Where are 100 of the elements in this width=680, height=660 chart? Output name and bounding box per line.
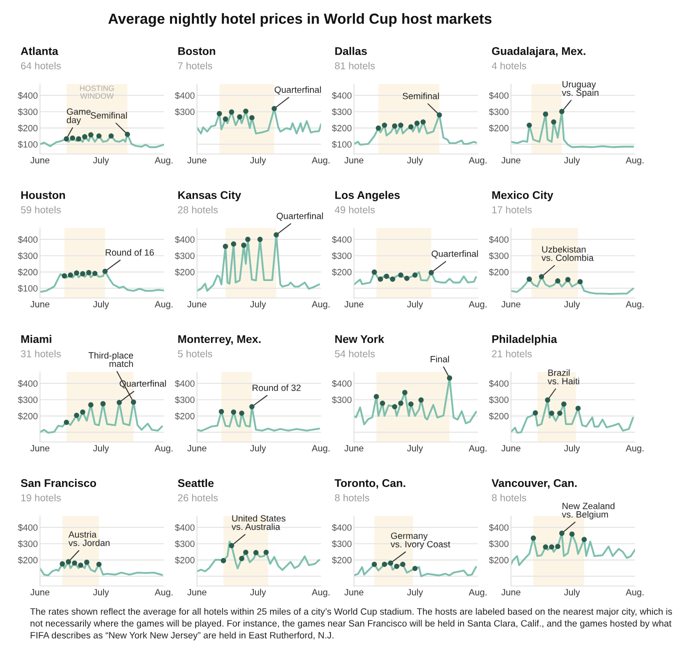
point (237, 114, 242, 120)
chart-title: Seattle (178, 478, 214, 488)
y-tick-label: $300 (174, 540, 195, 548)
y-tick-label: $400 (332, 380, 352, 388)
point (382, 122, 388, 128)
point (218, 408, 224, 414)
y-tick-label: $300 (18, 540, 38, 548)
line-series (511, 276, 634, 295)
chart-title: New York (335, 334, 384, 344)
point (404, 276, 410, 281)
chart-title: Guadalajara, Mex. (492, 46, 586, 58)
annotation: Brazil vs. Haiti (548, 369, 580, 384)
x-tick-label: June (501, 157, 520, 164)
point (408, 401, 414, 407)
point (532, 410, 538, 416)
y-tick-label: $400 (488, 524, 509, 532)
y-tick-label: $300 (332, 108, 352, 116)
point (376, 126, 381, 131)
y-tick-label: $200 (488, 124, 509, 132)
y-tick-label: $200 (488, 268, 509, 276)
point (555, 544, 560, 550)
chart-subtitle: 5 hotels (178, 350, 212, 358)
y-tick-label: $400 (488, 236, 509, 244)
y-tick-label: $300 (488, 396, 509, 404)
x-tick-label: June (501, 301, 520, 308)
point (392, 404, 398, 410)
y-tick-label: $300 (174, 396, 195, 404)
y-tick-label: $300 (18, 108, 38, 116)
x-tick-label: June (30, 301, 50, 308)
y-tick-label: $400 (488, 92, 509, 100)
y-tick-label: $200 (488, 556, 509, 564)
annotation: Germany vs. Ivory Coast (390, 532, 450, 550)
point (239, 410, 244, 416)
y-tick-label: $200 (488, 412, 509, 420)
point (378, 276, 384, 282)
point (228, 109, 234, 115)
point (414, 120, 420, 126)
x-tick-label: Aug. (626, 445, 644, 454)
point (418, 397, 424, 403)
line-series (354, 562, 477, 578)
point (436, 112, 442, 118)
y-tick-label: $400 (18, 524, 38, 532)
y-tick-label: $200 (174, 412, 195, 420)
point (569, 531, 575, 537)
y-tick-label: $200 (18, 412, 38, 420)
y-tick-label: $400 (174, 380, 195, 388)
x-tick-label: July (564, 300, 580, 310)
point (575, 406, 581, 411)
x-tick-label: July (407, 588, 423, 598)
x-tick-label: June (501, 589, 520, 596)
x-tick-label: July (407, 156, 423, 166)
point (374, 394, 379, 400)
point (402, 390, 408, 396)
chart-title: Toronto, Can. (334, 479, 406, 489)
chart-subtitle: 7 hotels (178, 62, 212, 70)
point (398, 122, 404, 128)
chart-title: Los Angeles (335, 190, 400, 202)
point (380, 400, 386, 406)
y-tick-label: $300 (174, 252, 195, 260)
point (542, 544, 548, 550)
point (80, 409, 86, 415)
y-tick-label: $200 (332, 556, 352, 564)
point (559, 530, 564, 536)
point (398, 400, 404, 406)
point (88, 402, 94, 408)
line-series (197, 108, 321, 134)
point (272, 106, 277, 112)
x-tick-label: Aug. (626, 301, 644, 310)
x-tick-label: Aug. (468, 445, 486, 454)
x-tick-label: July (93, 156, 109, 166)
annotation: Round of 16 (106, 249, 154, 256)
point (257, 236, 263, 242)
point (222, 116, 228, 122)
x-tick-label: Aug. (468, 157, 486, 166)
point (222, 244, 228, 249)
x-tick-label: Aug. (468, 589, 486, 598)
chart-subtitle: 49 hotels (334, 206, 375, 214)
point (243, 108, 248, 114)
x-tick-label: July (407, 444, 423, 454)
chart-subtitle: 59 hotels (20, 206, 61, 214)
x-tick-label: June (30, 445, 50, 452)
y-tick-label: $200 (174, 556, 195, 564)
line-series (197, 540, 320, 572)
point (551, 119, 556, 125)
point (420, 119, 426, 125)
point (216, 111, 222, 116)
x-tick-label: July (250, 444, 266, 454)
y-tick-label: $300 (488, 540, 509, 548)
chart-subtitle: 64 hotels (21, 62, 61, 70)
chart-subtitle: 54 hotels (334, 350, 375, 358)
y-tick-label: $200 (18, 124, 38, 132)
y-tick-label: $200 (332, 268, 352, 276)
y-tick-label: $300 (488, 252, 509, 260)
point (542, 112, 548, 117)
x-tick-label: Aug. (626, 157, 644, 166)
y-tick-label: $200 (18, 556, 38, 564)
x-tick-label: June (187, 445, 206, 452)
y-tick-label: $300 (332, 540, 352, 548)
y-tick-label: $200 (174, 268, 195, 276)
chart-title: Monterrey, Mex. (178, 335, 261, 346)
